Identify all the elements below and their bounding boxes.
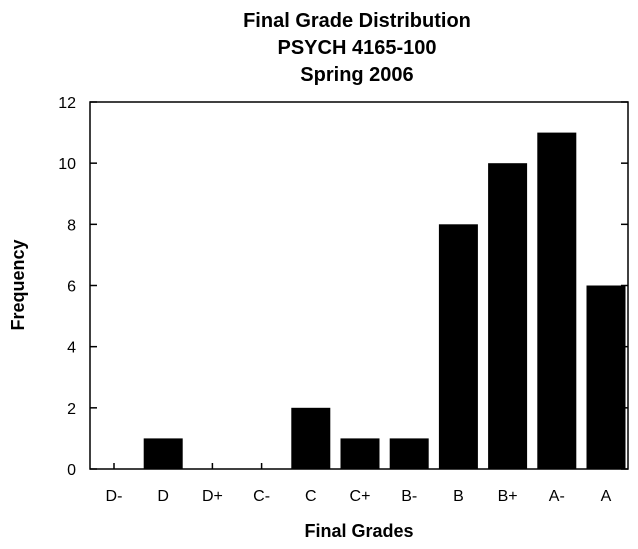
bar-aminus — [537, 132, 577, 469]
x-tick-label: A- — [549, 488, 565, 505]
bar-bplus — [488, 163, 528, 469]
bars — [143, 132, 626, 469]
x-tick-label: A — [601, 488, 612, 505]
x-tick-label: B- — [401, 488, 417, 505]
y-tick-label: 10 — [58, 156, 76, 173]
y-axis-label: Frequency — [8, 239, 28, 330]
x-tick-label: B+ — [498, 488, 518, 505]
x-tick-label: C+ — [350, 488, 371, 505]
y-tick-label: 0 — [67, 462, 76, 479]
chart-title-line-1: Final Grade Distribution — [243, 10, 471, 32]
x-tick-label: D+ — [202, 488, 223, 505]
bar-a — [586, 285, 626, 469]
bar-b — [438, 224, 478, 469]
x-tick-label: D — [157, 488, 169, 505]
x-axis-label: Final Grades — [304, 521, 413, 541]
chart-title-line-3: Spring 2006 — [300, 64, 413, 86]
y-axis-ticks: 0 2 4 6 8 10 12 — [58, 95, 628, 479]
y-tick-label: 12 — [58, 95, 76, 112]
chart-title: Final Grade Distribution PSYCH 4165-100 … — [243, 10, 471, 86]
y-tick-label: 8 — [67, 217, 76, 234]
y-tick-label: 2 — [67, 401, 76, 418]
x-tick-label: B — [453, 488, 464, 505]
y-tick-label: 6 — [67, 279, 76, 296]
bar-c — [291, 407, 331, 469]
x-tick-label: D- — [106, 488, 123, 505]
y-tick-label: 4 — [67, 340, 76, 357]
chart-title-line-2: PSYCH 4165-100 — [278, 37, 437, 59]
x-axis-ticks: D- D D+ C- C C+ B- B B+ A- A — [106, 463, 612, 505]
x-tick-label: C — [305, 488, 317, 505]
x-tick-label: C- — [253, 488, 270, 505]
